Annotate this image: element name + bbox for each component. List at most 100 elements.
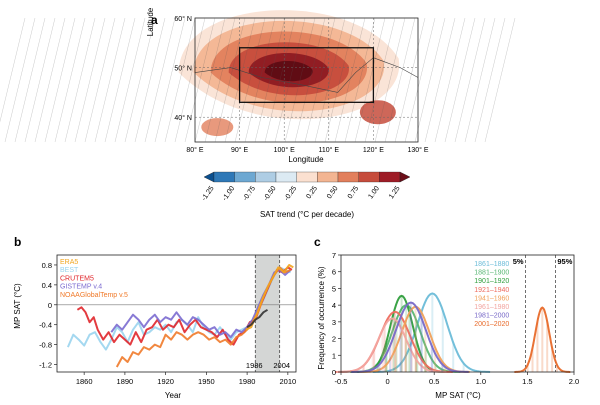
b-ytick-label: 0.4 [42,281,52,290]
c-hist-bar [420,317,423,372]
map-hatch-line [374,17,406,143]
b-series-line [246,308,269,329]
c-hist-bar [420,310,423,372]
map-ytick-label: 60° N [174,15,192,23]
c-hist-bar [441,364,444,372]
map-hatch-line [464,17,496,143]
c-legend-entry: 1981–2000 [474,313,509,320]
map-contour-east [359,100,396,125]
c-hist-bar [408,312,411,372]
map-hatch-line [84,17,116,143]
c-hist-bar [462,363,465,372]
c-hist-bar [401,330,404,372]
colorbar-segment [275,171,297,183]
b-annotation-1986: 1986 [246,361,263,370]
b-xtick-label: 2010 [280,377,297,386]
c-ytick-label: 2 [332,335,336,344]
c-xtick-label: 0 [386,377,390,386]
colorbar-segment [379,171,401,183]
c-hist-bar [420,366,423,372]
map-hatch-line [244,17,276,143]
c-hist-bar [424,320,427,372]
c-hist-bar [531,347,534,372]
colorbar-segment [255,171,277,183]
time-series-chart: 1860 1890 1920 1950 1980 2010 0.8 0.4 0 -0.4 -0.8 -… [39,254,297,386]
c-xtick-label: 0.5 [429,377,439,386]
map-hatch-line [234,17,266,143]
b-xlabel: Year [165,391,182,400]
c-hist-bar [410,342,413,372]
colorbar-tick-label: 1.25 [388,185,402,200]
colorbar-segment [234,171,256,183]
map-xtick-label: 80° E [186,146,204,154]
map-hatch-line [124,17,156,143]
c-hist-bar [430,345,433,372]
c-hist-bar [404,324,407,372]
c-hist-bar [361,366,364,372]
c-legend-entry: 1861–1880 [474,261,509,268]
c-hist-bar [399,317,402,372]
c-hist-bar [394,347,397,372]
map-hatch-line [344,17,376,143]
b-xtick-label: 1890 [117,377,134,386]
c-hist-bar [431,293,434,372]
map-yticks: 60° N 50° N 40° N [174,15,192,122]
map-hatch-line [384,17,416,143]
b-legend-entry: ERA5 [60,259,78,266]
b-xtick-label: 1920 [157,377,174,386]
c-ytick-label: 0 [332,368,336,377]
c-hist-bar [410,351,413,372]
c-hist-bar [385,346,388,372]
panel-b-label: b [14,235,21,249]
map-study-box [238,47,375,103]
colorbar-high-arrow [399,171,411,183]
map-xtick-label: 120° E [363,146,384,154]
colorbar-segment [296,171,318,183]
c-hist-bar [424,346,427,372]
map-hatch-line [474,17,506,143]
map-hatch-line [44,17,76,143]
panel-c-label: c [314,235,321,249]
c-hist-bar [434,347,437,372]
colorbar-tick-label: 1.00 [367,185,381,200]
map-hatch-line [264,17,296,143]
c-xtick-label: 1.5 [522,377,532,386]
map-contour-southwest [201,118,234,137]
map-contour-level-5 [264,60,313,82]
c-hist-bar [381,330,384,372]
c-hist-bar [377,363,380,372]
colorbar-segment [317,171,339,183]
c-hist-bar [384,343,387,372]
c-ytick-label: 1 [332,351,336,360]
map-hatch-line [134,17,166,143]
map-hatch-line [454,17,486,143]
c-hist-bar [404,320,407,372]
map-hatch-line [204,17,236,143]
map-hatch-line [364,17,396,143]
c-density-curve [336,317,447,373]
map-frame [194,17,419,143]
colorbar-low-arrow [203,171,215,183]
colorbar-tick-label: 0.50 [326,185,340,200]
map-hatch-line [74,17,106,143]
b-legend-entry: BEST [60,267,79,274]
colorbar-tick-label: -0.50 [263,185,278,202]
c-frame [340,254,575,373]
c-hist-bar [536,321,539,372]
c-density-curve [372,292,491,373]
map-hatch-line [4,17,36,143]
c-hist-bar [378,364,381,372]
c-ylabel: Frequency of occurrence (%) [317,266,326,369]
c-xtick-label: -0.5 [335,377,348,386]
colorbar-tick-label: 0.25 [305,185,319,200]
map-xtick-label: 110° E [319,146,340,154]
c-ytick-label: 6 [332,268,336,277]
map-ytick-label: 40° N [174,114,192,122]
map-hatch-line [214,17,246,143]
c-hist-bar [371,351,374,372]
map-hatch-line [104,17,136,143]
map-hatch-line [24,17,56,143]
map-hatch-line [444,17,476,143]
colorbar-segment [358,171,380,183]
